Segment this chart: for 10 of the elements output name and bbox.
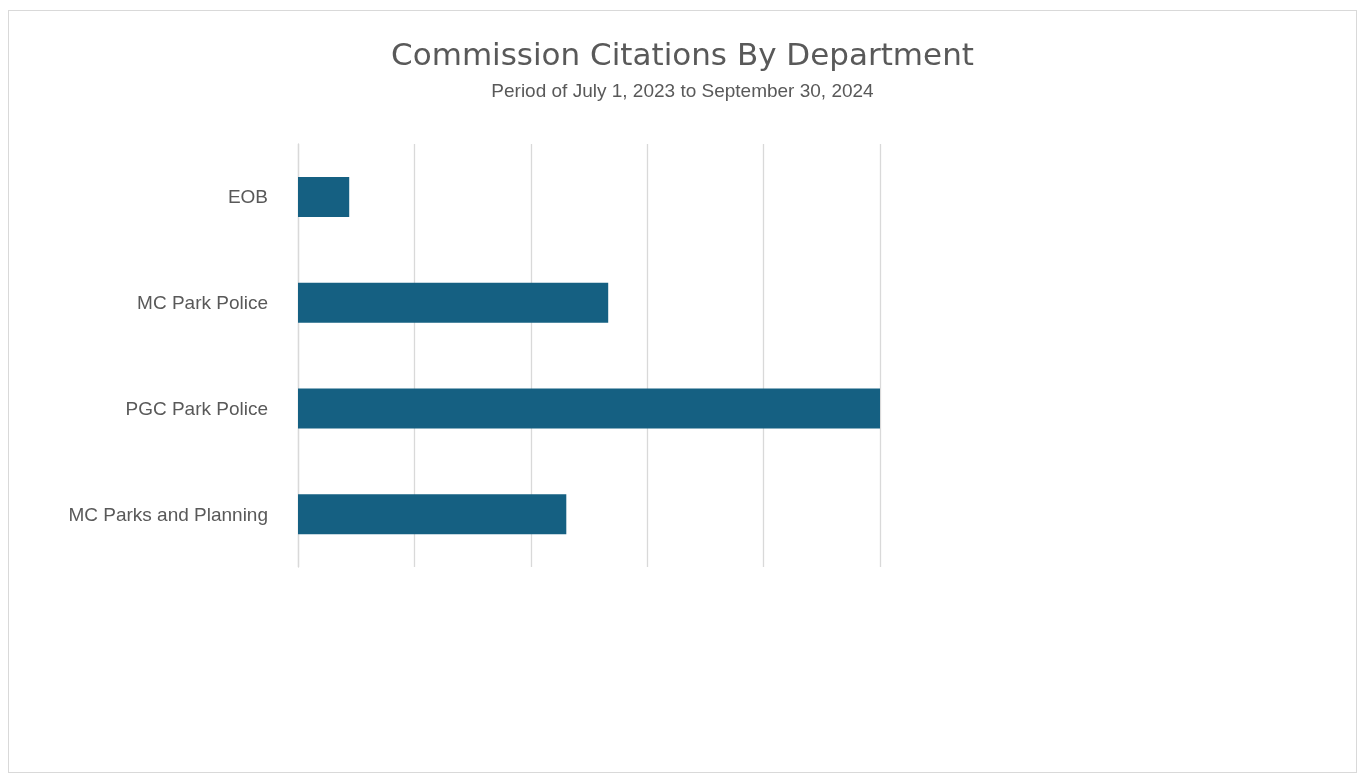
bar	[298, 388, 880, 429]
bar	[298, 282, 609, 323]
bar	[298, 494, 567, 535]
chart-title: Commission Citations By Department	[391, 35, 974, 72]
y-tick-label: MC Park Police	[137, 292, 268, 314]
y-tick-label: MC Parks and Planning	[68, 503, 268, 525]
bar	[298, 176, 350, 217]
y-tick-label: EOB	[227, 186, 268, 208]
chart-subtitle: Period of July 1, 2023 to September 30, 2024	[491, 80, 875, 101]
y-tick-label: PGC Park Police	[125, 397, 268, 419]
